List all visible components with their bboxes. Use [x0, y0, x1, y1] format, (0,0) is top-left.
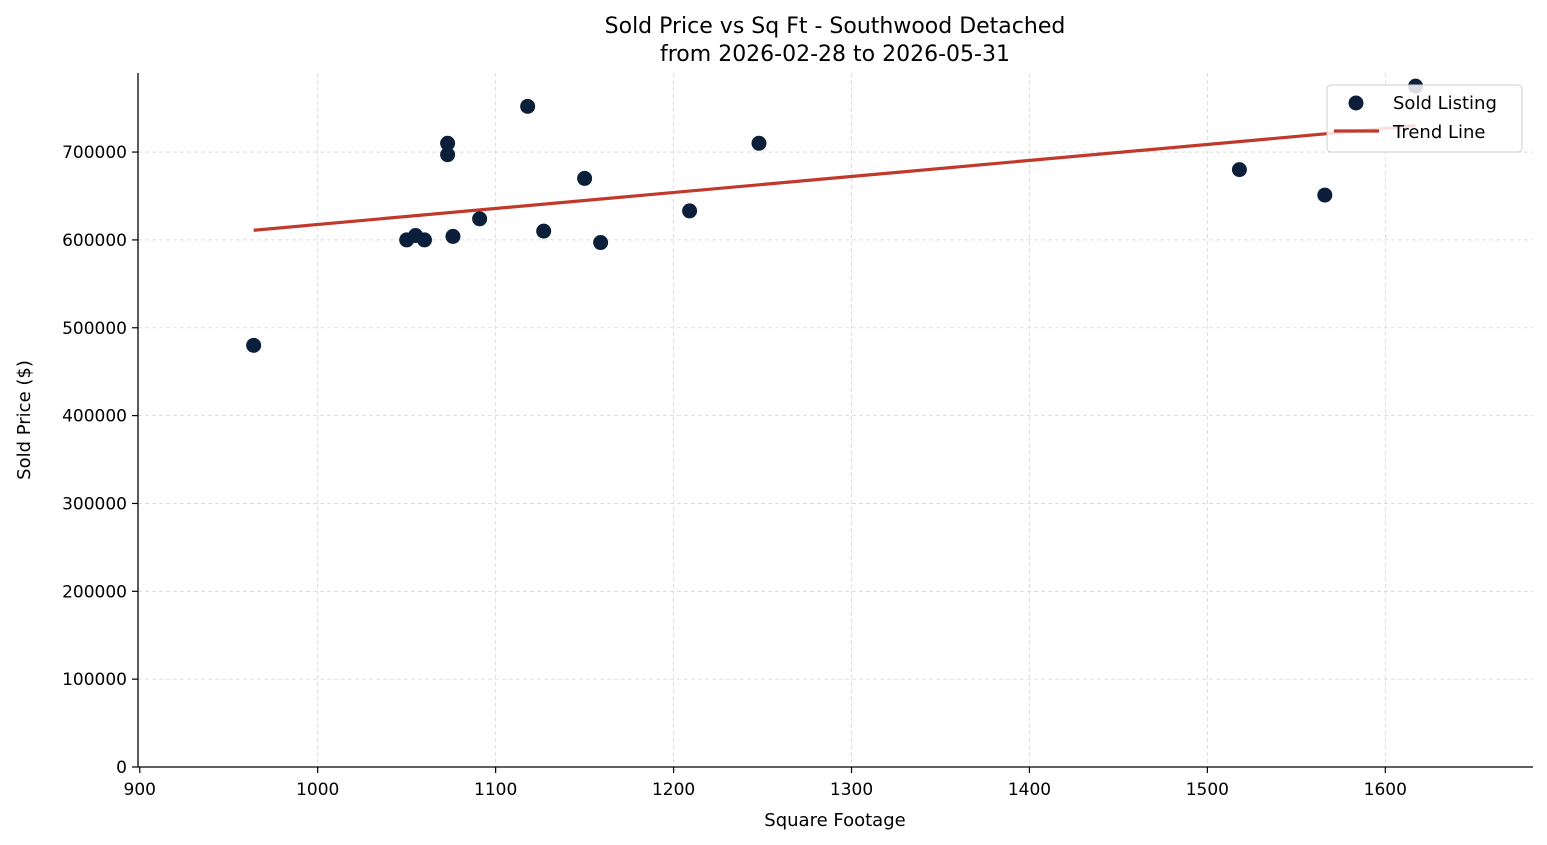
- legend-label-sold-listing: Sold Listing: [1393, 93, 1497, 114]
- grid: [138, 73, 1533, 767]
- x-tick-label: 1600: [1364, 780, 1407, 800]
- data-point: [416, 232, 432, 248]
- data-point: [1317, 187, 1333, 203]
- x-tick-label: 1500: [1186, 780, 1229, 800]
- x-tick-label: 1000: [296, 780, 339, 800]
- trend-line: [253, 124, 1416, 232]
- data-point: [520, 98, 536, 114]
- y-axis-label: Sold Price ($): [14, 360, 35, 480]
- legend-label-trend-line: Trend Line: [1392, 122, 1486, 143]
- data-point: [440, 147, 456, 163]
- trend-line-layer: [253, 124, 1416, 232]
- axes: [132, 73, 1533, 773]
- x-tick-label: 1200: [652, 780, 695, 800]
- x-tick-label: 1100: [474, 780, 517, 800]
- x-tick-label: 1400: [1008, 780, 1051, 800]
- y-tick-label: 100000: [62, 670, 127, 690]
- x-axis-label: Square Footage: [764, 810, 905, 831]
- legend: Sold Listing Trend Line: [1326, 84, 1523, 153]
- data-point: [246, 337, 262, 353]
- data-point: [751, 135, 767, 151]
- data-points: [246, 78, 1424, 353]
- legend-frame: [1326, 84, 1523, 153]
- y-tick-label: 200000: [62, 582, 127, 602]
- data-point: [440, 135, 456, 151]
- data-point: [577, 170, 593, 186]
- data-point: [472, 211, 488, 227]
- data-point: [1231, 162, 1247, 178]
- legend-marker-sold-listing: [1348, 95, 1364, 111]
- chart-subtitle: from 2026-02-28 to 2026-05-31: [660, 42, 1010, 67]
- x-tick-label: 900: [124, 780, 156, 800]
- data-point: [593, 235, 609, 251]
- x-tick-label: 1300: [830, 780, 873, 800]
- y-tick-label: 700000: [62, 143, 127, 163]
- y-tick-label: 400000: [62, 407, 127, 427]
- data-point: [445, 228, 461, 244]
- chart-title: Sold Price vs Sq Ft - Southwood Detached: [605, 14, 1066, 39]
- y-tick-label: 300000: [62, 494, 127, 514]
- y-tick-label: 0: [116, 758, 127, 778]
- y-tick-label: 500000: [62, 319, 127, 339]
- y-tick-label: 600000: [62, 231, 127, 251]
- data-point: [682, 203, 698, 219]
- data-point: [536, 223, 552, 239]
- tick-labels: 900 1000 1100 1200 1300 1400 1500 1600 0 100000 20…: [62, 143, 1407, 800]
